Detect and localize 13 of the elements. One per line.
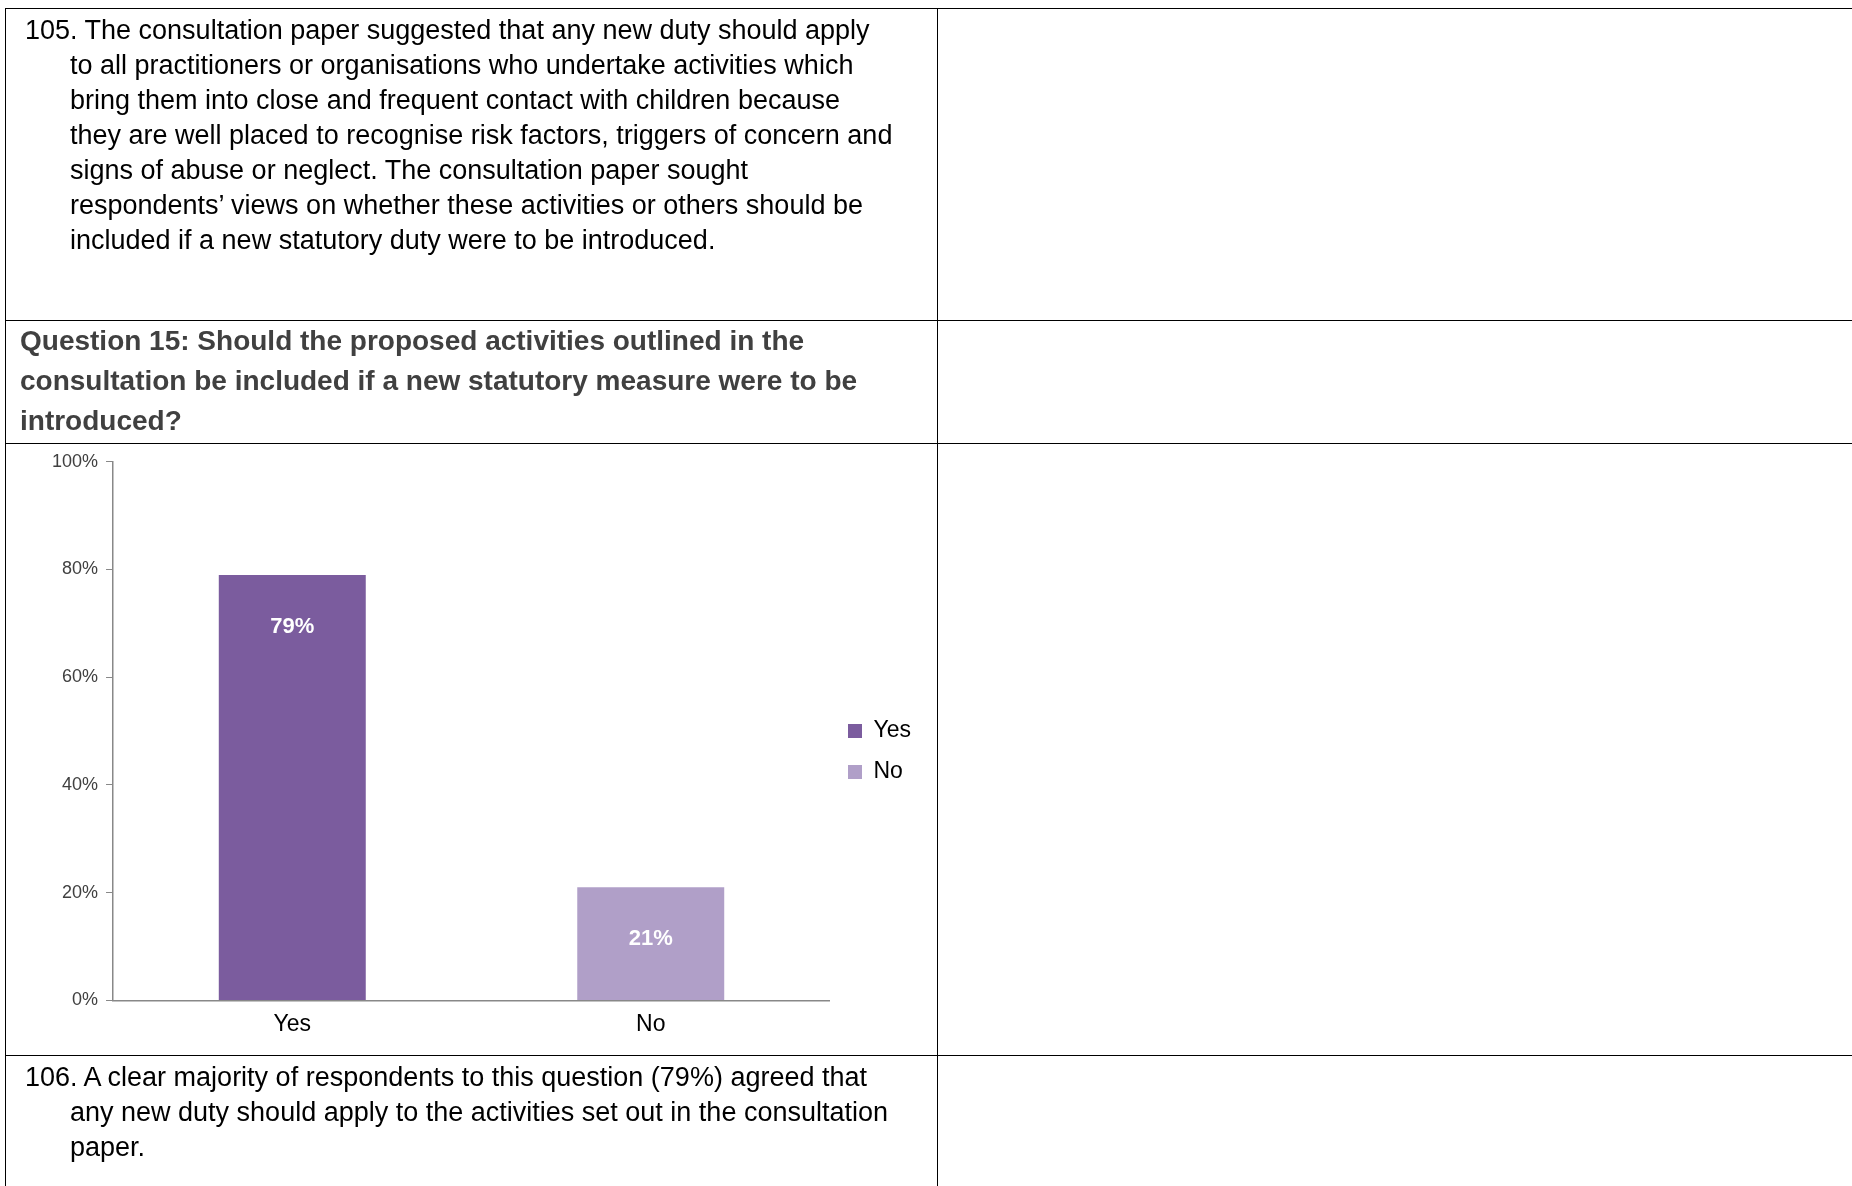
text: 106. A clear majority of respondents to this question (79%) agreed that any new duty should apply to the activities set out in the consultation paper. <box>24 1061 889 1164</box>
legend-label: No <box>873 757 903 784</box>
y-tick-label: 80% <box>62 558 99 579</box>
chart-title: Question 15: Should the proposed activities outlined in the consultation be included if a new statutory measure were to be introduced? <box>5 320 938 444</box>
legend-label: Yes <box>873 716 912 743</box>
y-tick-label: 20% <box>62 881 99 902</box>
y-tick-label: 0% <box>72 989 99 1010</box>
text: 105. The consultation paper suggested that any new duty should apply to all practitioners or organisations who undertake activities which bring them into close and frequent contact with children because they are well placed to recognise risk factors, triggers of concern and signs of abuse or neglect. The consultation paper sought respondents’ views on whether these activities or others should be included if a new statutory duty were to be introduced. <box>24 14 894 257</box>
y-tick-label: 40% <box>62 773 99 794</box>
y-tick-label: 60% <box>62 666 99 687</box>
y-tick-label: 100% <box>51 450 99 471</box>
data-label: 79% <box>270 612 315 638</box>
data-label: 21% <box>628 925 673 951</box>
